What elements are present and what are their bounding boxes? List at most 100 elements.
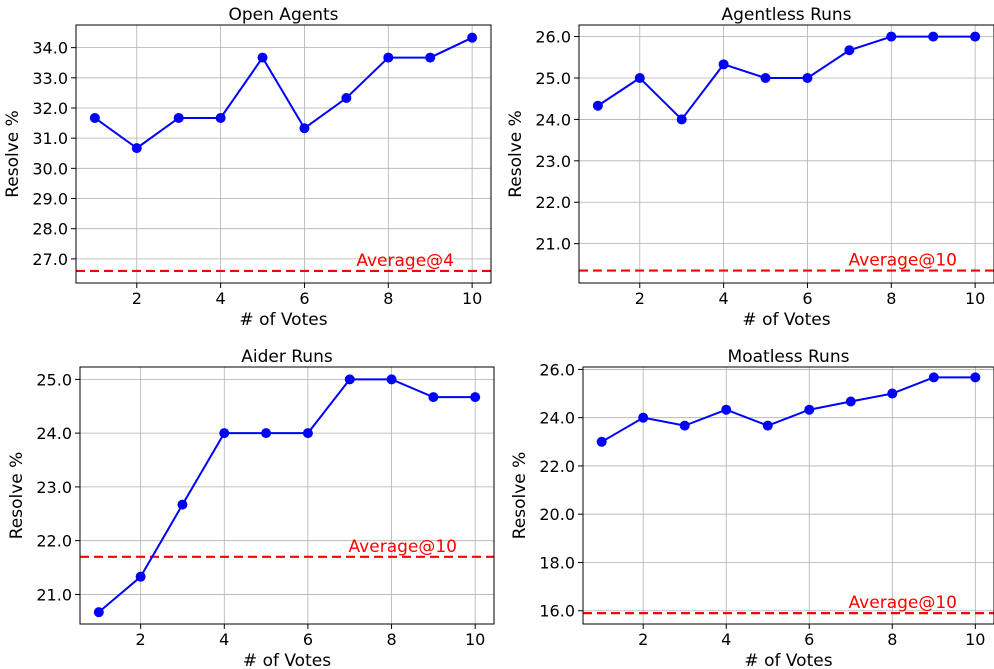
open-agents-data-point <box>425 52 436 63</box>
agentless-data-point <box>634 73 645 84</box>
moatless-data-point <box>970 372 981 383</box>
agentless-series-line <box>597 35 976 121</box>
moatless-data-point <box>804 404 815 415</box>
moatless-ytick-label: 20.0 <box>539 505 575 524</box>
agentless-data-point <box>844 45 855 56</box>
agentless-data-point <box>676 114 687 125</box>
moatless-xtick-label: 8 <box>887 630 897 649</box>
agentless-ylabel: Resolve % <box>506 110 526 198</box>
aider-xlabel: # of Votes <box>243 651 331 669</box>
moatless-ytick-label: 18.0 <box>539 553 575 572</box>
open-agents-chart: Average@4 2 4 6 8 10 27.0 28.0 29.0 30.0 31.0 32.0 3… <box>3 5 492 330</box>
open-agents-axes-frame <box>75 24 492 284</box>
agentless-ytick-label: 22.0 <box>535 193 571 212</box>
open-agents-xtick-label: 6 <box>299 289 309 308</box>
open-agents-ytick-label: 29.0 <box>32 190 68 209</box>
agentless-ytick-label: 25.0 <box>535 69 571 88</box>
aider-data-point <box>135 571 146 582</box>
moatless-title: Moatless Runs <box>728 347 850 367</box>
open-agents-ylabel: Resolve % <box>3 110 23 198</box>
moatless-data-point <box>928 372 939 383</box>
open-agents-xtick-label: 2 <box>132 289 142 308</box>
agentless-data-point <box>592 100 603 111</box>
moatless-ytick-label: 22.0 <box>539 457 575 476</box>
agentless-data-point <box>718 59 729 70</box>
aider-chart: Average@10 2 4 6 8 10 21.0 22.0 23.0 24.0 25.0 Aide… <box>7 347 495 669</box>
aider-data-point <box>177 499 188 510</box>
moatless-data-point <box>679 420 690 431</box>
moatless-chart: Average@10 2 4 6 8 10 16.0 18.0 20.0 22.0 24.0 26.0… <box>510 347 994 669</box>
moatless-ylabel: Resolve % <box>510 452 530 540</box>
aider-xtick-label: 6 <box>303 630 313 649</box>
aider-ytick-label: 25.0 <box>36 370 72 389</box>
open-agents-series-line <box>94 36 473 150</box>
agentless-chart: Average@10 2 4 6 8 10 21.0 22.0 23.0 24.0 25.0 26.0… <box>506 5 994 330</box>
open-agents-ytick-label: 30.0 <box>32 159 68 178</box>
agentless-ytick-label: 24.0 <box>535 110 571 129</box>
aider-xtick-label: 4 <box>219 630 229 649</box>
open-agents-ytick-label: 34.0 <box>32 39 68 58</box>
agentless-data-point <box>970 31 981 42</box>
open-agents-data-point <box>299 123 310 134</box>
agentless-xtick-label: 8 <box>886 289 896 308</box>
agentless-xtick-label: 10 <box>965 289 985 308</box>
moatless-xtick-label: 4 <box>721 630 731 649</box>
aider-ytick-label: 24.0 <box>36 424 72 443</box>
moatless-data-point <box>762 420 773 431</box>
aider-ytick-label: 21.0 <box>36 585 72 604</box>
aider-ylabel: Resolve % <box>7 452 27 540</box>
open-agents-data-point <box>467 32 478 43</box>
agentless-ytick-label: 26.0 <box>535 28 571 47</box>
aider-data-point <box>344 374 355 385</box>
agentless-ytick-label: 23.0 <box>535 152 571 171</box>
moatless-average-label: Average@10 <box>849 593 957 613</box>
aider-ytick-label: 22.0 <box>36 532 72 551</box>
moatless-data-point <box>596 436 607 447</box>
moatless-data-point <box>845 396 856 407</box>
open-agents-average-label: Average@4 <box>356 251 454 271</box>
agentless-average-label: Average@10 <box>849 251 957 271</box>
agentless-data-point <box>928 31 939 42</box>
moatless-series-line <box>601 376 976 443</box>
open-agents-ytick-label: 28.0 <box>32 220 68 239</box>
moatless-ytick-label: 16.0 <box>539 602 575 621</box>
moatless-data-point <box>721 404 732 415</box>
aider-data-point <box>428 392 439 403</box>
aider-xtick-label: 2 <box>136 630 146 649</box>
open-agents-xtick-label: 4 <box>216 289 226 308</box>
aider-ytick-label: 23.0 <box>36 478 72 497</box>
aider-data-point <box>470 392 481 403</box>
agentless-axes-frame <box>578 24 994 284</box>
agentless-data-point <box>760 73 771 84</box>
aider-data-point <box>219 428 230 439</box>
agentless-xtick-label: 2 <box>635 289 645 308</box>
aider-title: Aider Runs <box>241 347 333 367</box>
agentless-xtick-label: 6 <box>802 289 812 308</box>
aider-axes-frame <box>79 366 495 625</box>
open-agents-data-point <box>341 93 352 104</box>
moatless-xtick-label: 2 <box>638 630 648 649</box>
open-agents-xtick-label: 10 <box>462 289 482 308</box>
moatless-ytick-label: 26.0 <box>539 360 575 379</box>
moatless-axes-frame <box>582 366 994 625</box>
open-agents-ytick-label: 31.0 <box>32 129 68 148</box>
aider-average-label: Average@10 <box>349 537 457 557</box>
aider-xtick-label: 10 <box>465 630 485 649</box>
open-agents-ytick-label: 32.0 <box>32 99 68 118</box>
agentless-xtick-label: 4 <box>719 289 729 308</box>
agentless-title: Agentless Runs <box>721 5 851 25</box>
open-agents-ytick-label: 27.0 <box>32 250 68 269</box>
aider-data-point <box>386 374 397 385</box>
open-agents-data-point <box>131 143 142 154</box>
open-agents-data-point <box>89 112 100 123</box>
aider-series-line <box>98 378 476 613</box>
open-agents-data-point <box>257 52 268 63</box>
open-agents-ytick-label: 33.0 <box>32 69 68 88</box>
moatless-ytick-label: 24.0 <box>539 409 575 428</box>
aider-xtick-label: 8 <box>386 630 396 649</box>
agentless-xlabel: # of Votes <box>742 310 830 330</box>
open-agents-xlabel: # of Votes <box>239 310 327 330</box>
moatless-xtick-label: 10 <box>965 630 985 649</box>
aider-data-point <box>302 428 313 439</box>
moatless-xlabel: # of Votes <box>744 651 832 669</box>
